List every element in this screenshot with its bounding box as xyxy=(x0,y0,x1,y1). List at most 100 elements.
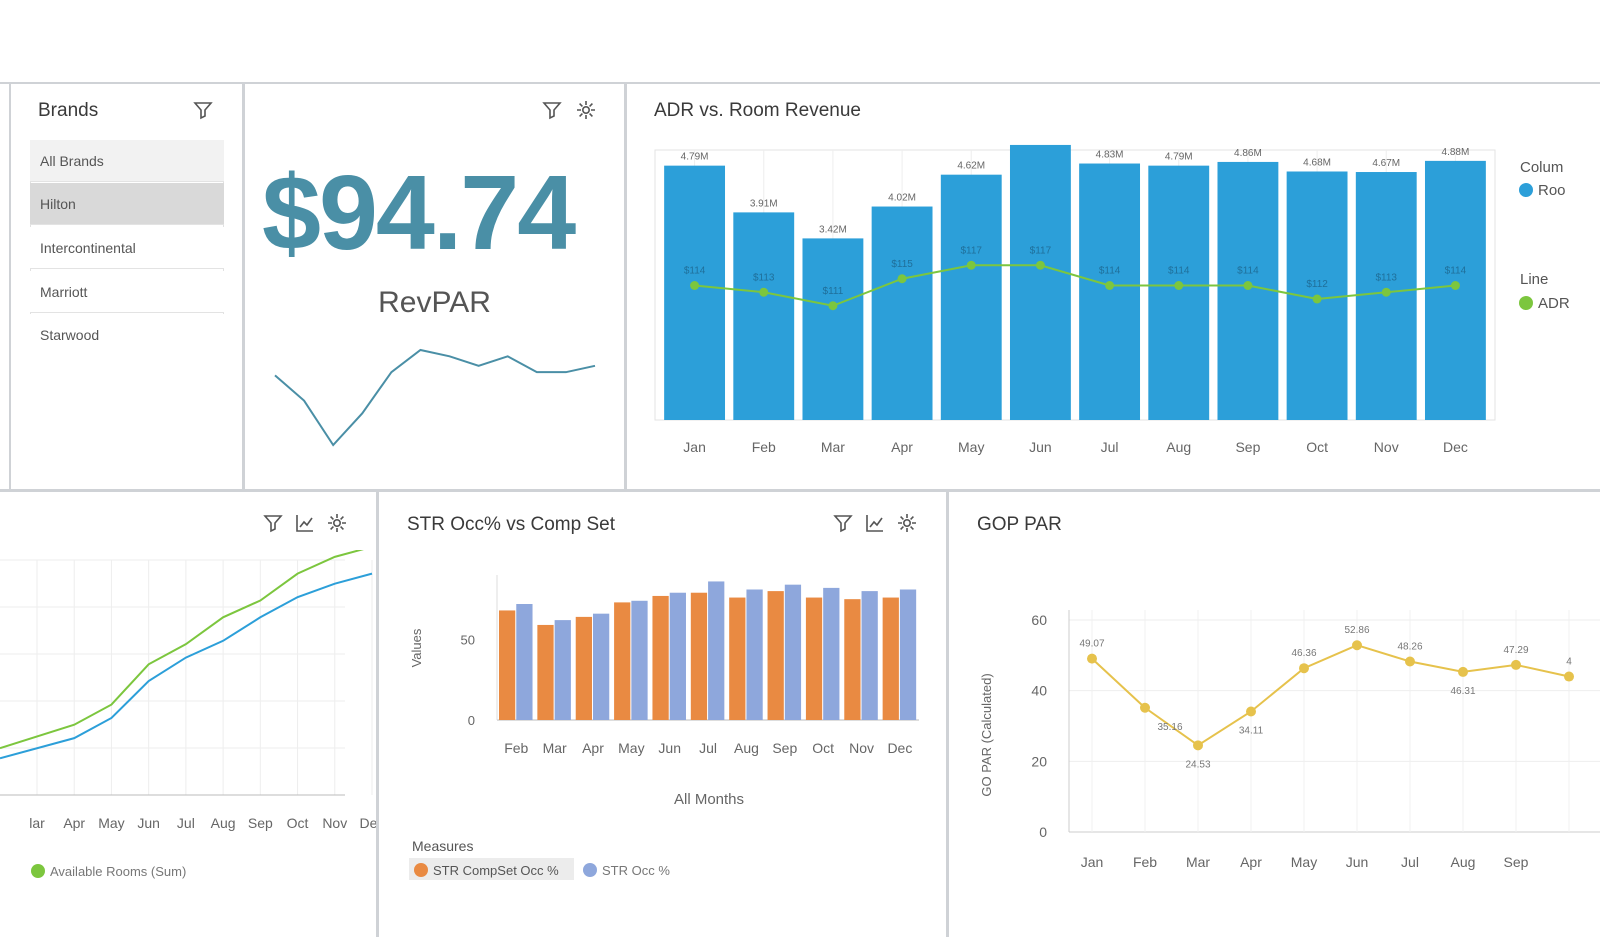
str-bar xyxy=(669,592,686,720)
adr-bar xyxy=(1009,144,1071,420)
gop-point-label: 48.26 xyxy=(1397,641,1422,652)
filter-icon[interactable] xyxy=(541,99,565,123)
bottom-mid-divider xyxy=(946,492,949,937)
gop-point xyxy=(1193,740,1203,751)
kpi-label: RevPAR xyxy=(378,286,491,319)
adr-bar-label: 4.83M xyxy=(1096,150,1124,161)
gop-point-label: 35.16 xyxy=(1157,722,1182,733)
cum-x-tick: Dec xyxy=(360,815,376,831)
adr-bar-label: 4.02M xyxy=(888,193,916,204)
str-chart: 0 50 Feb Mar Apr May Jun Jul Aug Sep Oct Nov Dec All … xyxy=(409,575,919,880)
str-legend-label: STR CompSet Occ % xyxy=(433,863,559,878)
cum-x-tick: Jun xyxy=(137,815,160,831)
adr-x-tick: Jan xyxy=(683,439,706,455)
gop-point xyxy=(1352,640,1362,651)
str-bar xyxy=(537,624,554,720)
adr-line-label: $113 xyxy=(1375,272,1397,283)
adr-line-label: $114 xyxy=(1445,266,1467,277)
brands-title: Brands xyxy=(38,100,99,121)
str-bar xyxy=(575,616,592,720)
adr-line-label: $111 xyxy=(823,286,844,297)
adr-bar-label: 4.79M xyxy=(1165,152,1193,163)
adr-line-point xyxy=(759,287,769,297)
adr-bar-label: 4.86M xyxy=(1234,148,1262,159)
str-bar xyxy=(823,587,840,720)
str-x-tick: Feb xyxy=(504,740,528,756)
str-bar xyxy=(592,613,610,720)
adr-x-tick: Nov xyxy=(1374,439,1399,455)
str-y-tick: 50 xyxy=(461,632,475,647)
gop-point-label: 47.29 xyxy=(1503,645,1528,656)
adr-line-point xyxy=(1035,260,1045,270)
adr-chart: 4.79M Jan 3.91M Feb 3.42M Mar 4.02M Apr 4.62M May… xyxy=(654,140,1570,455)
adr-line-label: $114 xyxy=(1099,266,1121,277)
adr-line-point xyxy=(1381,287,1391,297)
str-legend-label: STR Occ % xyxy=(602,863,670,878)
str-bar xyxy=(499,610,516,720)
chart-type-icon[interactable] xyxy=(294,512,318,536)
brand-item-marriott[interactable]: Marriott xyxy=(30,271,224,313)
adr-bar-label: 4.67M xyxy=(1372,158,1400,169)
adr-x-tick: May xyxy=(958,439,984,455)
filter-icon[interactable] xyxy=(832,512,856,536)
str-x-tick: Oct xyxy=(812,740,834,756)
adr-chart-title: ADR vs. Room Revenue xyxy=(654,100,861,121)
bottom-left-divider xyxy=(376,492,379,937)
kpi-sparkline xyxy=(274,348,596,447)
cum-x-tick: Jul xyxy=(177,815,195,831)
gop-point-label: 49.07 xyxy=(1079,639,1104,650)
gop-x-tick: Sep xyxy=(1504,854,1529,870)
str-bar xyxy=(652,595,669,720)
left-edge-divider xyxy=(9,84,11,489)
cum-x-tick: Nov xyxy=(322,815,347,831)
gop-point xyxy=(1564,671,1574,682)
kpi-divider xyxy=(624,84,627,489)
str-bar xyxy=(708,581,725,720)
adr-bar xyxy=(940,174,1002,420)
adr-bar xyxy=(1079,163,1141,420)
chart-type-icon[interactable] xyxy=(864,512,888,536)
brand-item-all[interactable]: All Brands xyxy=(30,140,224,182)
adr-bar xyxy=(1148,165,1210,420)
brand-item-starwood[interactable]: Starwood xyxy=(30,314,224,356)
adr-line-point xyxy=(1450,281,1460,290)
gop-y-tick: 40 xyxy=(1031,683,1047,699)
str-x-tick: Aug xyxy=(734,740,759,756)
str-bar xyxy=(805,597,823,720)
adr-x-tick: Jun xyxy=(1029,439,1052,455)
adr-bar-label: 3.42M xyxy=(819,224,847,235)
str-bar xyxy=(554,620,571,720)
adr-bar xyxy=(1424,160,1486,420)
filter-icon[interactable] xyxy=(192,99,216,123)
str-legend-swatch xyxy=(583,863,597,877)
str-bar xyxy=(746,589,763,720)
str-bar xyxy=(516,604,533,720)
brand-item-hilton[interactable]: Hilton xyxy=(30,183,224,225)
adr-line-label: $112 xyxy=(1306,279,1328,290)
str-bar xyxy=(861,591,878,720)
sparkline-series xyxy=(274,348,596,447)
settings-icon[interactable] xyxy=(896,512,920,536)
cum-x-tick: Sep xyxy=(248,815,273,831)
settings-icon[interactable] xyxy=(575,99,599,123)
gop-y-label: GO PAR (Calculated) xyxy=(979,673,994,796)
brand-item-intercontinental[interactable]: Intercontinental xyxy=(30,227,224,269)
str-bar xyxy=(631,600,648,720)
adr-line-label: $114 xyxy=(1237,266,1259,277)
gop-x-tick: Feb xyxy=(1133,854,1157,870)
adr-bar xyxy=(802,238,864,420)
cum-x-tick: Apr xyxy=(63,815,85,831)
gop-x-tick: Mar xyxy=(1186,854,1210,870)
gop-y-tick: 0 xyxy=(1039,824,1047,840)
adr-legend-title: Line xyxy=(1520,271,1548,288)
adr-x-tick: Sep xyxy=(1235,439,1260,455)
gop-x-tick: Apr xyxy=(1240,854,1262,870)
gop-point-label: 46.31 xyxy=(1450,686,1475,697)
str-bar xyxy=(899,589,917,720)
adr-line-point xyxy=(1312,294,1322,304)
adr-x-tick: Apr xyxy=(891,439,913,455)
filter-icon[interactable] xyxy=(262,512,286,536)
str-legend-swatch xyxy=(414,863,428,877)
settings-icon[interactable] xyxy=(326,512,350,536)
adr-legend-item: ADR xyxy=(1538,295,1570,312)
